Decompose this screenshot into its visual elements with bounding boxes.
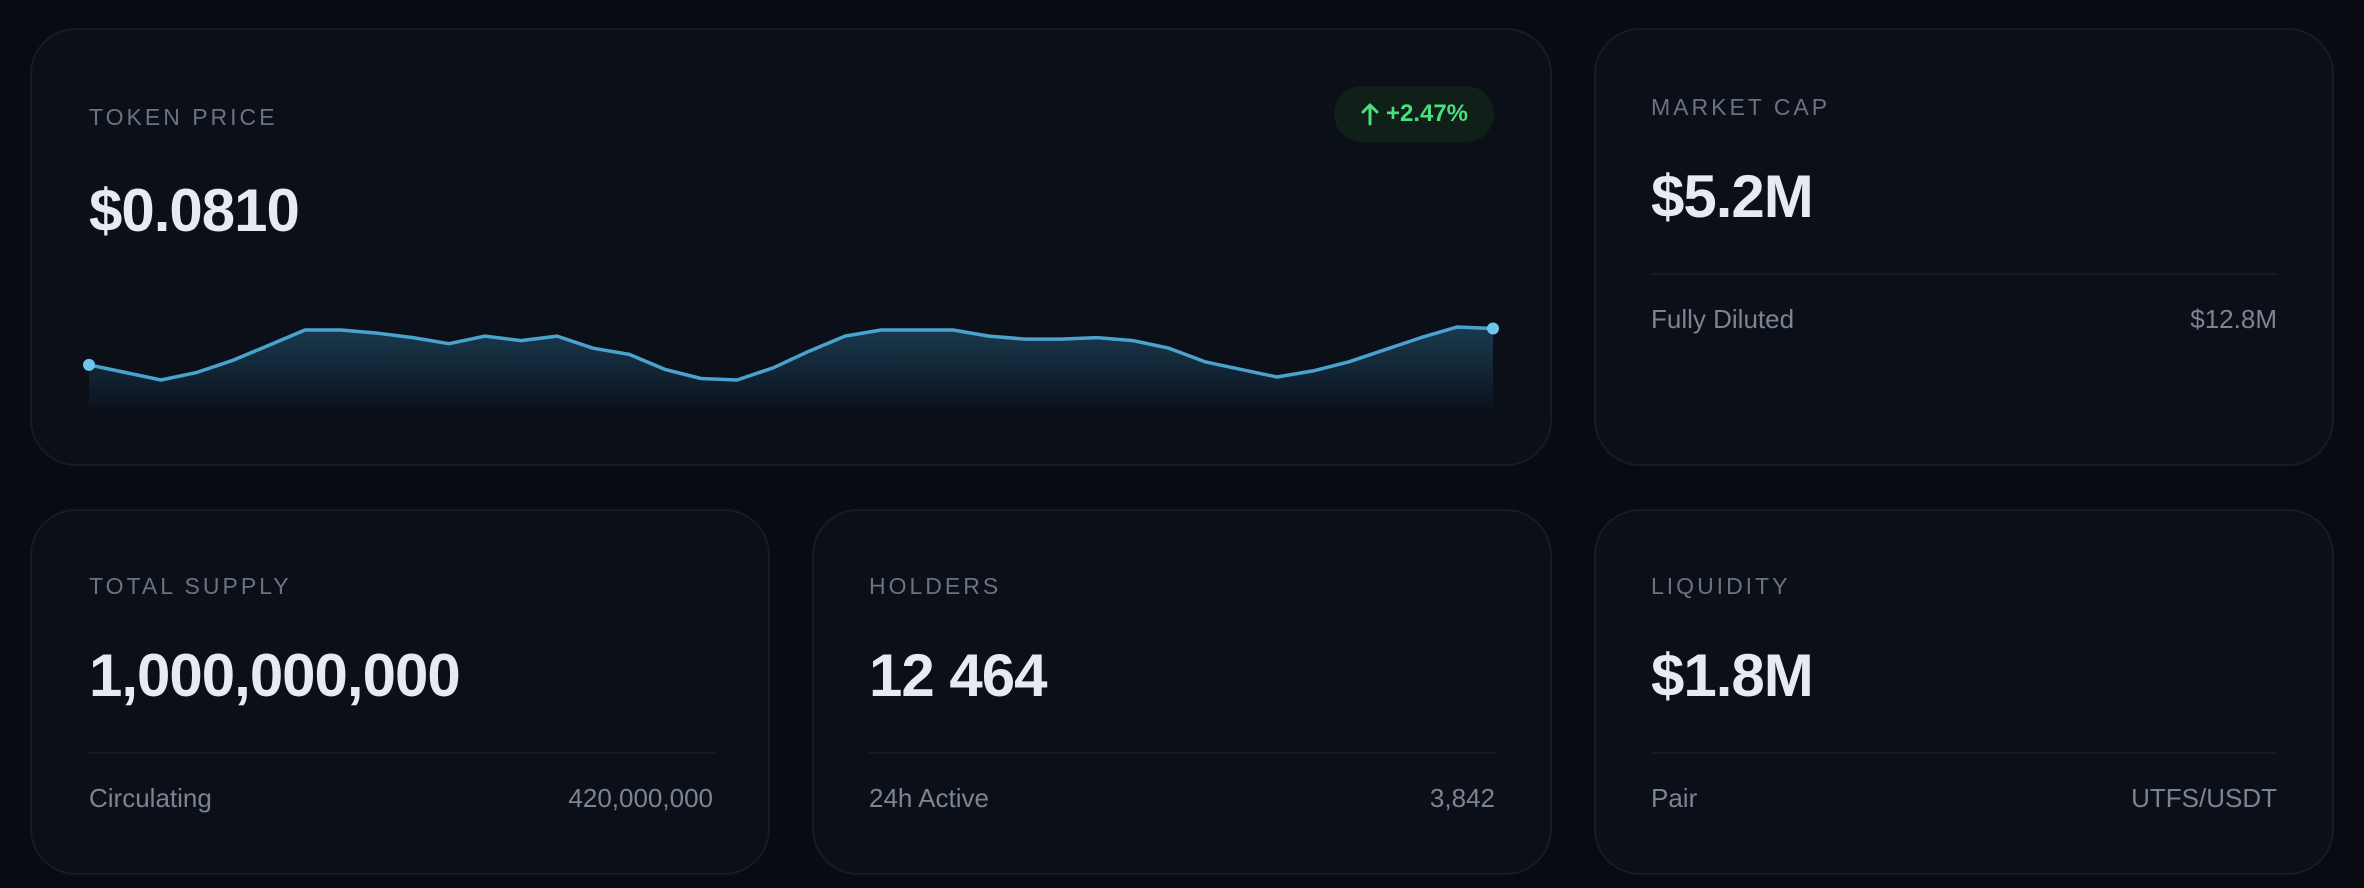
divider [1651,273,2277,275]
divider [89,752,715,754]
card-value: 12 464 [869,642,1048,709]
card-label: MARKET CAP [1651,94,1831,120]
arrow-icon [1361,103,1379,126]
sub-value: 3,842 [1429,783,1495,813]
card-label: TOTAL SUPPLY [89,573,292,599]
sub-value: 420,000,000 [568,783,713,813]
card-value: $0.0810 [89,177,300,244]
change-value: +2.47% [1385,100,1469,127]
sub-value: $12.8M [2190,304,2277,334]
holders-card: HOLDERS 12 464 24h Active 3,842 [812,509,1552,875]
supply-card: TOTAL SUPPLY 1,000,000,000 Circulating 4… [30,509,770,875]
market-cap-card: MARKET CAP $5.2M Fully Diluted $12.8M [1594,28,2334,466]
divider [1651,752,2277,754]
liquidity-card: LIQUIDITY $1.8M Pair UTFS/USDT [1594,509,2334,875]
card-value: $1.8M [1651,642,1814,709]
sparkline-dot [1487,322,1499,335]
sparkline-area [89,327,1493,415]
card-value: 1,000,000,000 [89,642,461,709]
sparkline-line [88,325,1494,382]
card-value: $5.2M [1651,163,1814,230]
card-label: LIQUIDITY [1651,573,1791,599]
sub-label: 24h Active [869,783,989,813]
sub-value: UTFS/USDT [2131,783,2277,813]
change-badge: +2.47% [1334,86,1494,142]
divider [869,752,1495,754]
card-label: TOKEN PRICE [89,104,278,130]
sub-label: Circulating [89,783,212,813]
card-label: HOLDERS [869,573,1002,599]
sub-label: Fully Diluted [1651,304,1795,334]
sub-label: Pair [1651,783,1698,813]
sparkline-dot [83,358,95,371]
